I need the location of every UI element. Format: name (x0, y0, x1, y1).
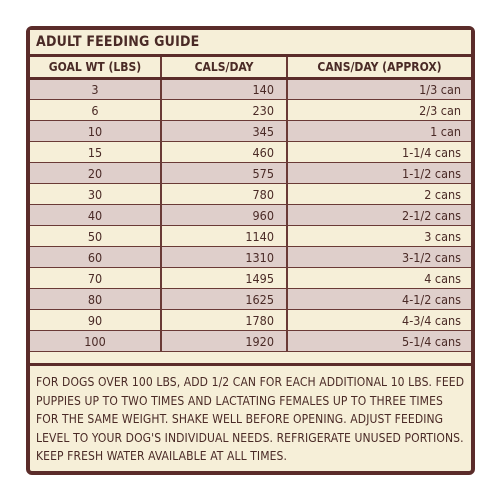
cans-cell: 1/3 can (286, 78, 471, 100)
table-row: 90 1780 4-3/4 cans (30, 309, 471, 331)
feeding-instructions-note: FOR DOGS OVER 100 LBS, ADD 1/2 CAN FOR E… (30, 363, 471, 471)
goal-weight-cell: 60 (30, 246, 161, 268)
column-header-cans: CANS/DAY (APPROX) (286, 54, 471, 80)
calories-cell: 575 (160, 162, 287, 184)
header-row: GOAL WT (LBS) CALS/DAY CANS/DAY (APPROX) (30, 54, 471, 80)
goal-weight-cell: 50 (30, 225, 161, 247)
table-row: 10 345 1 can (30, 120, 471, 142)
column-header-goal-weight: GOAL WT (LBS) (30, 54, 161, 80)
cans-cell: 1-1/4 cans (286, 141, 471, 163)
feeding-guide-panel: ADULT FEEDING GUIDE GOAL WT (LBS) CALS/D… (26, 26, 475, 475)
goal-weight-cell: 3 (30, 78, 161, 100)
cans-cell: 3-1/2 cans (286, 246, 471, 268)
feeding-table: GOAL WT (LBS) CALS/DAY CANS/DAY (APPROX)… (30, 54, 471, 352)
goal-weight-cell: 70 (30, 267, 161, 289)
calories-cell: 1920 (160, 330, 287, 352)
table-row: 20 575 1-1/2 cans (30, 162, 471, 184)
calories-cell: 460 (160, 141, 287, 163)
calories-cell: 780 (160, 183, 287, 205)
goal-weight-cell: 6 (30, 99, 161, 121)
goal-weight-cell: 15 (30, 141, 161, 163)
calories-cell: 345 (160, 120, 287, 142)
calories-cell: 1625 (160, 288, 287, 310)
guide-title: ADULT FEEDING GUIDE (30, 30, 471, 54)
cans-cell: 5-1/4 cans (286, 330, 471, 352)
table-row: 40 960 2-1/2 cans (30, 204, 471, 226)
calories-cell: 1495 (160, 267, 287, 289)
cans-cell: 1-1/2 cans (286, 162, 471, 184)
goal-weight-cell: 100 (30, 330, 161, 352)
calories-cell: 1310 (160, 246, 287, 268)
calories-cell: 1140 (160, 225, 287, 247)
table-row: 30 780 2 cans (30, 183, 471, 205)
cans-cell: 2 cans (286, 183, 471, 205)
table-row: 70 1495 4 cans (30, 267, 471, 289)
goal-weight-cell: 20 (30, 162, 161, 184)
cans-cell: 3 cans (286, 225, 471, 247)
table-row: 15 460 1-1/4 cans (30, 141, 471, 163)
table-row: 100 1920 5-1/4 cans (30, 330, 471, 352)
goal-weight-cell: 30 (30, 183, 161, 205)
goal-weight-cell: 10 (30, 120, 161, 142)
table-row: 6 230 2/3 can (30, 99, 471, 121)
calories-cell: 1780 (160, 309, 287, 331)
calories-cell: 140 (160, 78, 287, 100)
calories-cell: 230 (160, 99, 287, 121)
table-row: 3 140 1/3 can (30, 78, 471, 100)
table-row: 50 1140 3 cans (30, 225, 471, 247)
goal-weight-cell: 40 (30, 204, 161, 226)
cans-cell: 2/3 can (286, 99, 471, 121)
cans-cell: 2-1/2 cans (286, 204, 471, 226)
goal-weight-cell: 90 (30, 309, 161, 331)
calories-cell: 960 (160, 204, 287, 226)
cans-cell: 4 cans (286, 267, 471, 289)
cans-cell: 4-3/4 cans (286, 309, 471, 331)
table-row: 80 1625 4-1/2 cans (30, 288, 471, 310)
goal-weight-cell: 80 (30, 288, 161, 310)
cans-cell: 4-1/2 cans (286, 288, 471, 310)
cans-cell: 1 can (286, 120, 471, 142)
table-row: 60 1310 3-1/2 cans (30, 246, 471, 268)
column-header-calories: CALS/DAY (160, 54, 287, 80)
